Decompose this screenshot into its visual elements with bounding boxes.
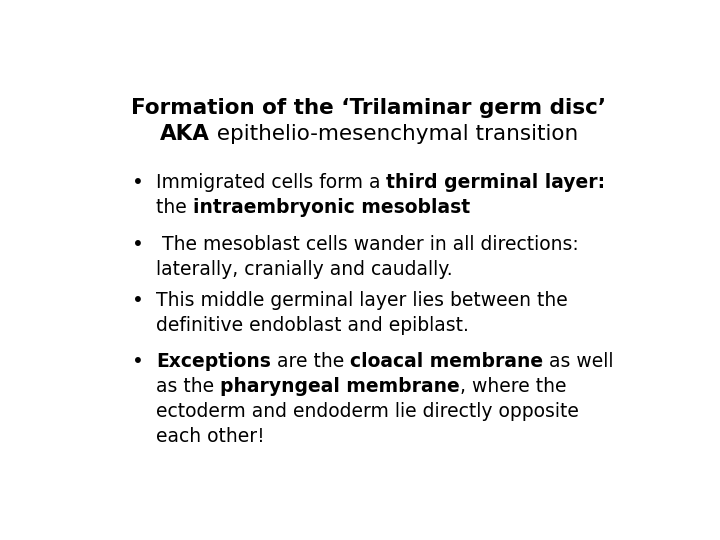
Text: are the: are the [271,352,350,370]
Text: definitive endoblast and epiblast.: definitive endoblast and epiblast. [156,316,469,335]
Text: third germinal layer:: third germinal layer: [387,173,606,192]
Text: epithelio-mesenchymal transition: epithelio-mesenchymal transition [210,124,578,144]
Text: pharyngeal membrane: pharyngeal membrane [220,377,459,396]
Text: •: • [132,352,144,370]
Text: The mesoblast cells wander in all directions:: The mesoblast cells wander in all direct… [156,235,579,254]
Text: as well: as well [543,352,613,370]
Text: cloacal membrane: cloacal membrane [350,352,543,370]
Text: Exceptions: Exceptions [156,352,271,370]
Text: the: the [156,198,192,217]
Text: Formation of the ‘Trilaminar germ disc’: Formation of the ‘Trilaminar germ disc’ [132,98,606,118]
Text: •: • [132,173,144,192]
Text: intraembryonic mesoblast: intraembryonic mesoblast [192,198,469,217]
Text: •: • [132,292,144,310]
Text: ectoderm and endoderm lie directly opposite: ectoderm and endoderm lie directly oppos… [156,402,579,421]
Text: This middle germinal layer lies between the: This middle germinal layer lies between … [156,292,567,310]
Text: each other!: each other! [156,427,264,446]
Text: as the: as the [156,377,220,396]
Text: Immigrated cells form a: Immigrated cells form a [156,173,387,192]
Text: AKA: AKA [160,124,210,144]
Text: •: • [132,235,144,254]
Text: , where the: , where the [459,377,566,396]
Text: laterally, cranially and caudally.: laterally, cranially and caudally. [156,260,452,279]
